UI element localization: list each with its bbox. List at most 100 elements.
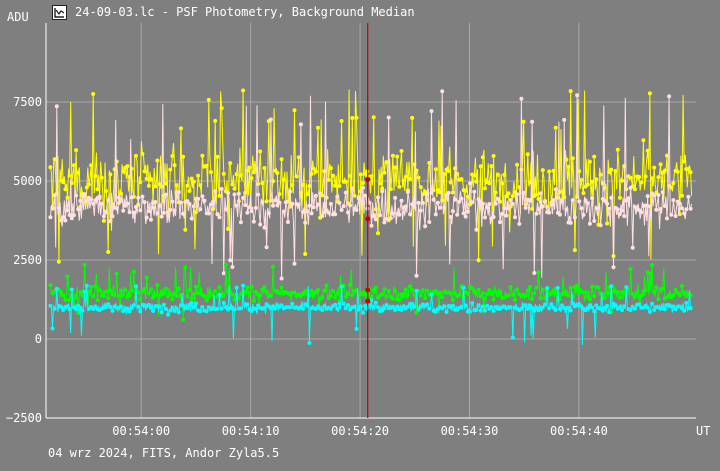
data-point xyxy=(376,231,380,236)
data-point xyxy=(579,206,584,211)
data-point xyxy=(159,310,164,315)
data-point xyxy=(48,165,53,170)
data-point xyxy=(266,211,271,216)
data-point xyxy=(553,187,558,192)
data-point xyxy=(358,189,363,194)
data-point xyxy=(647,204,652,209)
data-point xyxy=(303,220,308,225)
data-point xyxy=(337,200,342,205)
data-point xyxy=(617,295,622,300)
data-point xyxy=(658,162,663,167)
data-point xyxy=(316,288,320,292)
data-point xyxy=(198,207,203,212)
data-point xyxy=(78,305,83,310)
data-point xyxy=(557,212,562,217)
data-point xyxy=(418,185,423,190)
light-curve-app-icon[interactable] xyxy=(52,4,67,20)
data-point xyxy=(161,291,166,296)
data-point xyxy=(598,172,603,177)
data-point xyxy=(373,285,378,290)
data-point xyxy=(78,289,83,294)
data-point xyxy=(191,179,196,184)
data-point xyxy=(316,202,320,207)
data-point xyxy=(343,179,348,184)
data-point xyxy=(95,298,100,303)
data-point xyxy=(249,284,254,289)
data-point xyxy=(667,94,672,99)
data-point xyxy=(54,286,59,291)
y-tick-label: 2500 xyxy=(13,253,42,267)
data-point xyxy=(104,305,108,310)
data-point xyxy=(641,138,646,143)
data-point xyxy=(209,202,213,207)
data-point xyxy=(371,214,376,219)
data-point xyxy=(279,303,284,308)
data-point xyxy=(301,306,305,311)
data-point xyxy=(206,97,211,102)
data-point xyxy=(410,115,415,120)
data-point xyxy=(429,109,434,114)
data-point xyxy=(543,199,547,203)
data-point xyxy=(382,220,387,225)
data-point xyxy=(498,291,502,296)
data-point xyxy=(523,294,528,298)
data-point xyxy=(213,118,218,123)
data-point xyxy=(279,276,284,281)
data-point xyxy=(292,108,297,113)
data-point xyxy=(598,223,603,228)
data-point xyxy=(403,174,408,179)
data-point xyxy=(217,285,222,290)
data-point xyxy=(680,206,684,211)
data-point xyxy=(675,169,680,174)
data-point xyxy=(427,306,432,311)
data-point xyxy=(106,250,111,254)
data-point xyxy=(515,162,520,167)
data-point xyxy=(405,304,410,309)
data-point xyxy=(461,211,466,216)
data-point xyxy=(564,157,569,162)
data-point xyxy=(245,210,250,215)
data-point xyxy=(453,197,457,202)
data-point xyxy=(500,181,505,186)
data-point xyxy=(346,303,350,308)
data-point xyxy=(686,194,691,199)
data-point xyxy=(378,213,383,218)
data-point xyxy=(540,287,545,292)
data-point xyxy=(545,286,550,291)
data-point xyxy=(521,119,526,124)
data-point xyxy=(433,167,438,172)
data-point xyxy=(498,220,502,225)
data-point xyxy=(682,159,687,164)
data-point xyxy=(575,93,580,98)
data-point xyxy=(191,304,196,309)
data-point xyxy=(243,203,248,208)
data-point xyxy=(106,302,111,307)
data-point xyxy=(322,304,327,309)
data-point xyxy=(106,296,111,301)
data-point xyxy=(632,294,637,299)
data-point xyxy=(341,301,346,306)
data-point xyxy=(489,291,494,296)
data-point xyxy=(183,227,188,232)
data-point xyxy=(298,122,303,127)
data-point xyxy=(551,168,556,173)
data-point xyxy=(414,310,419,315)
data-point xyxy=(376,195,380,200)
data-point xyxy=(217,292,222,297)
data-point xyxy=(247,290,252,295)
data-point xyxy=(641,291,646,296)
data-point xyxy=(390,304,395,309)
data-point xyxy=(493,190,498,195)
data-point xyxy=(534,192,539,197)
data-point xyxy=(442,205,447,210)
data-point xyxy=(149,217,153,222)
data-point xyxy=(153,184,158,189)
data-point xyxy=(168,308,173,313)
data-point xyxy=(560,199,565,204)
data-point xyxy=(179,200,183,205)
data-point xyxy=(260,181,265,186)
data-point xyxy=(144,176,149,181)
data-point xyxy=(61,293,66,298)
data-point xyxy=(234,203,239,208)
